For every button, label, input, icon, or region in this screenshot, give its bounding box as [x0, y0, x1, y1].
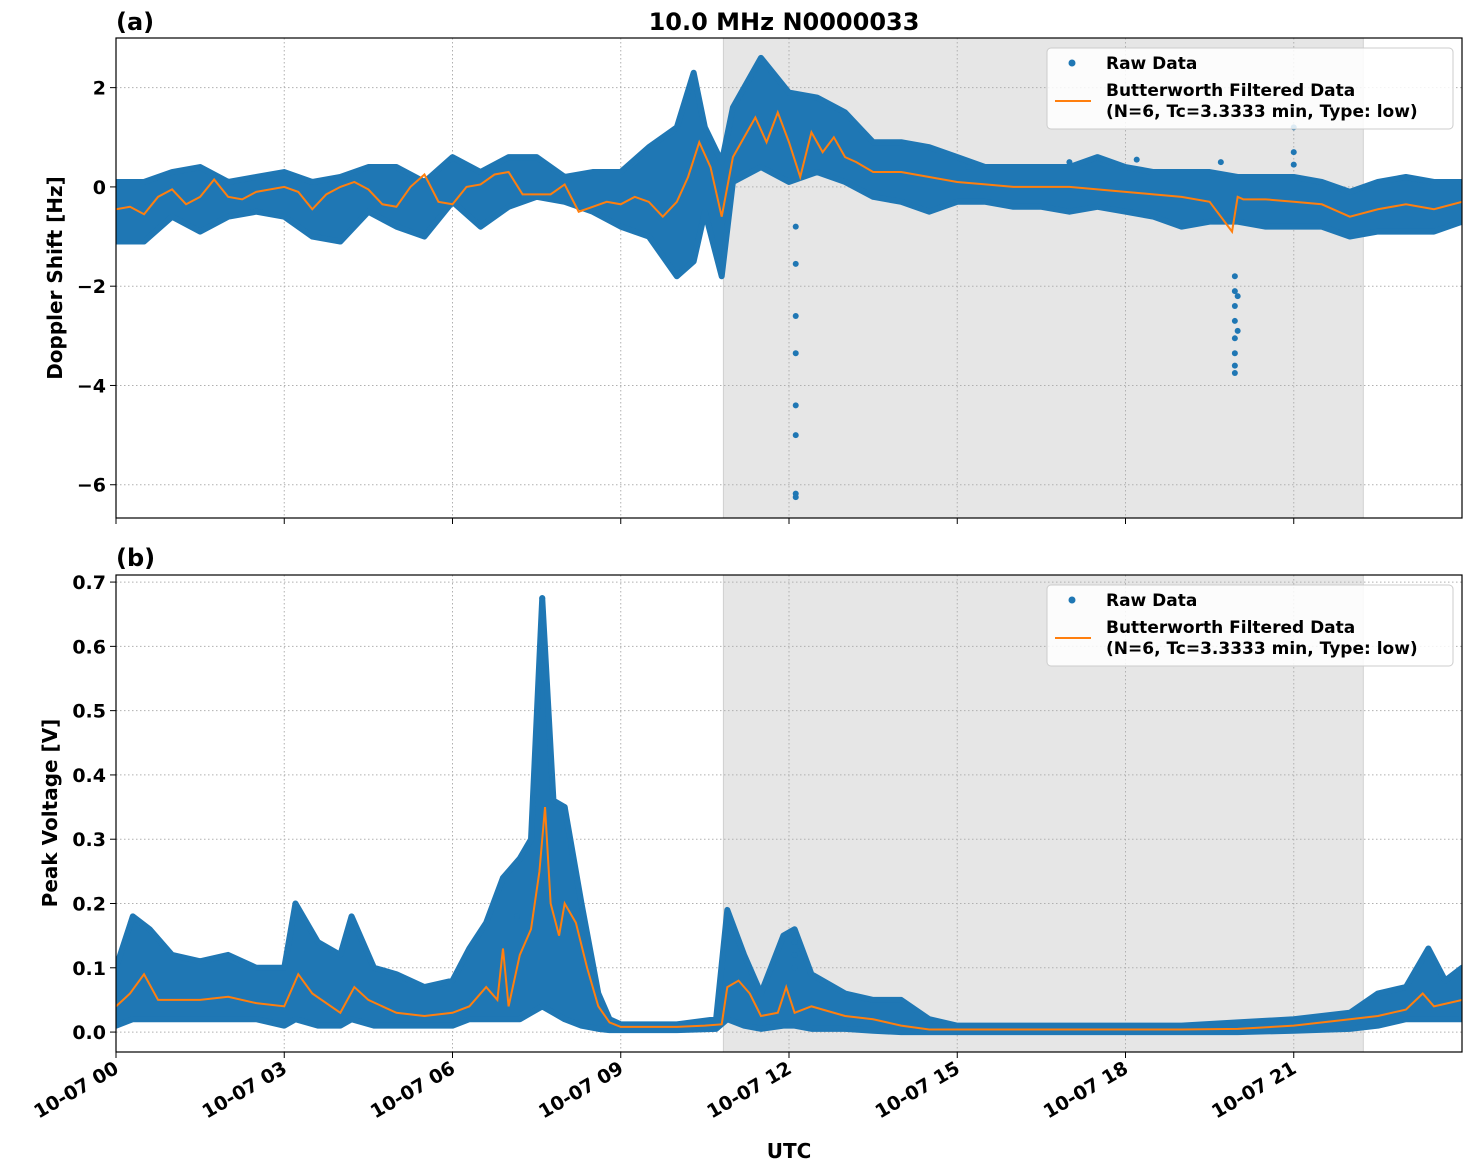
y-tick-label: 0.5 [72, 701, 106, 723]
raw-data-point [1234, 327, 1241, 334]
x-tick-label: 10-07 00 [30, 1057, 122, 1123]
x-tick-label: 10-07 18 [1040, 1057, 1132, 1123]
raw-data-point [965, 164, 972, 171]
legend-raw-label: Raw Data [1106, 591, 1197, 611]
raw-data-point [792, 260, 799, 267]
legend-filtered-label: Butterworth Filtered Data [1106, 618, 1355, 638]
y-tick-label: 0.3 [72, 829, 106, 851]
filtered-data-line [116, 109, 1462, 235]
legend-raw-label: Raw Data [1106, 54, 1197, 74]
chart-title: 10.0 MHz N0000033 [649, 8, 920, 36]
raw-data-point [792, 312, 799, 319]
axes-frame [115, 37, 1463, 519]
filtered-data-line [116, 806, 1462, 1031]
x-tick-label: 10-07 12 [703, 1057, 795, 1123]
x-tick-label: 10-07 09 [535, 1057, 627, 1123]
raw-data-band [116, 54, 1462, 280]
raw-data-point [1066, 159, 1073, 166]
legend-box [1046, 584, 1454, 667]
x-tick-label: 10-07 21 [1208, 1057, 1300, 1123]
legend: Raw Data Butterworth Filtered Data(N=6, T… [1046, 47, 1454, 130]
raw-data-point [792, 402, 799, 409]
raw-data-point [561, 804, 568, 811]
raw-data-point [539, 595, 546, 602]
raw-data-point [1217, 159, 1224, 166]
raw-data-point [1231, 335, 1238, 342]
y-tick-label: −4 [77, 375, 106, 397]
y-tick-label: 0.4 [72, 765, 106, 787]
raw-data-point [1234, 293, 1241, 300]
legend-filtered-label: Butterworth Filtered Data [1106, 81, 1355, 101]
raw-data-point [1231, 288, 1238, 295]
y-tick-label: 0.1 [72, 958, 106, 980]
plot-area [116, 595, 1462, 1036]
panel-label-b: (b) [116, 544, 155, 572]
axes-frame [115, 574, 1463, 1053]
raw-data-point [1290, 149, 1297, 156]
y-tick-label: 0.6 [72, 636, 106, 658]
raw-data-point [1231, 303, 1238, 310]
y-tick-label: −6 [77, 475, 106, 497]
legend-filtered-label: (N=6, Tc=3.3333 min, Type: low) [1106, 639, 1418, 659]
raw-data-point [792, 223, 799, 230]
raw-data-point [1231, 317, 1238, 324]
y-tick-label: 0.2 [72, 894, 106, 916]
raw-data-point [539, 662, 546, 669]
raw-data-point [792, 494, 799, 501]
legend-raw-marker [1068, 596, 1076, 604]
legend-filtered-label: (N=6, Tc=3.3333 min, Type: low) [1106, 102, 1418, 122]
raw-data-point [792, 350, 799, 357]
raw-data-point [791, 932, 798, 939]
raw-data-point [791, 939, 798, 946]
y-tick-label: 0.0 [72, 1022, 106, 1044]
y-tick-label: 0.7 [72, 572, 106, 594]
raw-data-point [1231, 370, 1238, 377]
y-tick-label: 0 [93, 177, 106, 199]
panel-label-a: (a) [116, 8, 154, 36]
raw-data-band [116, 595, 1462, 1036]
raw-data-point [1290, 161, 1297, 168]
legend: Raw Data Butterworth Filtered Data(N=6, T… [1046, 584, 1454, 667]
x-tick-label: 10-07 15 [871, 1057, 963, 1123]
x-axis-label: UTC [767, 1139, 812, 1163]
raw-data-point [539, 630, 546, 637]
legend-raw-marker [1068, 59, 1076, 67]
raw-data-point [1133, 156, 1140, 163]
raw-data-point [791, 964, 798, 971]
raw-data-point [1231, 362, 1238, 369]
y-axis-label-a: Doppler Shift [Hz] [43, 176, 67, 380]
y-axis-label-b: Peak Voltage [V] [38, 719, 62, 908]
y-tick-label: 2 [93, 78, 106, 100]
legend-box [1046, 47, 1454, 130]
raw-data-point [539, 643, 546, 650]
raw-data-point [792, 432, 799, 439]
raw-data-point [513, 913, 520, 920]
raw-data-point [791, 951, 798, 958]
y-tick-label: −2 [77, 276, 106, 298]
raw-data-point [1231, 350, 1238, 357]
x-tick-label: 10-07 03 [198, 1057, 290, 1123]
raw-data-point [539, 617, 546, 624]
raw-data-point [1231, 273, 1238, 280]
x-tick-label: 10-07 06 [367, 1057, 459, 1123]
